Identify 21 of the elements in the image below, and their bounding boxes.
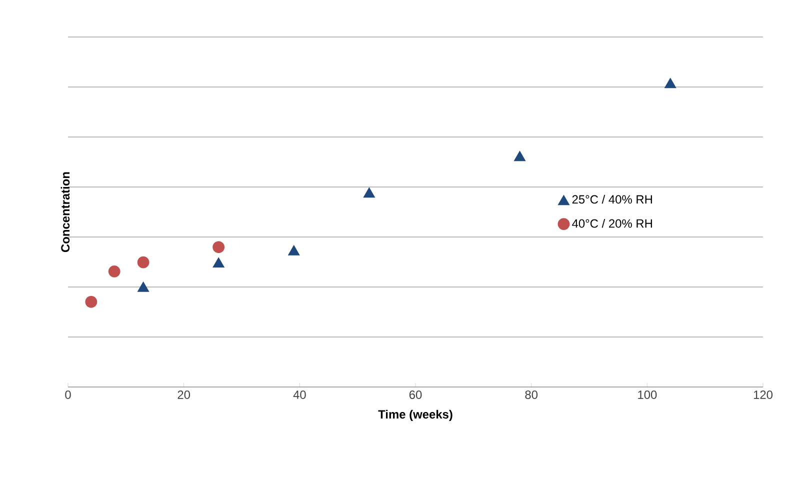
- x-tick-label: 120: [754, 390, 773, 399]
- point: [137, 281, 150, 292]
- x-tick-label: 100: [638, 390, 657, 399]
- x-tick-label: 40: [293, 390, 306, 399]
- x-axis-title: Time (weeks): [378, 410, 452, 421]
- point: [363, 187, 376, 198]
- x-tick-label: 0: [65, 390, 71, 399]
- point: [212, 257, 225, 268]
- x-tick-label: 80: [525, 390, 538, 399]
- legend-label: 25°C / 40% RH: [572, 194, 652, 204]
- y-axis-title: Concentration: [60, 172, 70, 252]
- x-tick-label: 60: [409, 390, 422, 399]
- legend-label: 40°C / 20% RH: [572, 218, 652, 228]
- point: [664, 78, 676, 88]
- point: [288, 244, 300, 256]
- point: [212, 241, 225, 254]
- point: [514, 150, 526, 162]
- point: [137, 256, 150, 268]
- point: [108, 265, 120, 278]
- point: [85, 296, 98, 308]
- x-tick-label: 20: [178, 390, 190, 399]
